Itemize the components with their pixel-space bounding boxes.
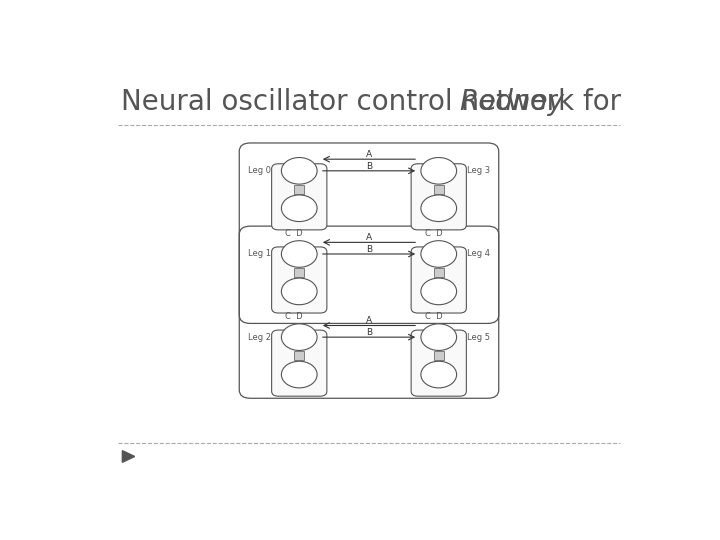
Text: C  D: C D [285,229,302,238]
Text: Leg 5: Leg 5 [467,333,490,342]
Text: Leg 3: Leg 3 [467,166,490,176]
FancyBboxPatch shape [271,330,327,396]
Circle shape [282,361,317,388]
Text: C  D: C D [285,312,302,321]
FancyBboxPatch shape [434,185,444,194]
Circle shape [282,158,317,184]
Text: Rodney: Rodney [459,88,564,116]
Circle shape [282,324,317,350]
Text: C  D: C D [425,229,442,238]
FancyBboxPatch shape [434,352,444,360]
Text: A: A [366,233,372,242]
FancyBboxPatch shape [271,247,327,313]
Circle shape [282,241,317,267]
Text: Leg 0: Leg 0 [248,166,271,176]
FancyBboxPatch shape [294,185,304,194]
Text: Leg 2: Leg 2 [248,333,271,342]
Circle shape [282,195,317,221]
Text: Neural oscillator control network for: Neural oscillator control network for [121,88,630,116]
Text: B: B [366,328,372,338]
Text: B: B [366,162,372,171]
Circle shape [282,278,317,305]
Text: B: B [366,245,372,254]
FancyBboxPatch shape [294,352,304,360]
Text: A: A [366,150,372,159]
Polygon shape [122,451,135,462]
Circle shape [421,158,456,184]
Text: Leg 4: Leg 4 [467,249,490,259]
FancyBboxPatch shape [411,247,467,313]
FancyBboxPatch shape [294,268,304,277]
Text: C  D: C D [425,312,442,321]
Text: A: A [366,316,372,325]
Text: Leg 1: Leg 1 [248,249,271,259]
FancyBboxPatch shape [411,330,467,396]
Circle shape [421,195,456,221]
FancyBboxPatch shape [411,164,467,230]
FancyBboxPatch shape [271,164,327,230]
Circle shape [421,361,456,388]
Circle shape [421,278,456,305]
Circle shape [421,241,456,267]
Circle shape [421,324,456,350]
FancyBboxPatch shape [434,268,444,277]
